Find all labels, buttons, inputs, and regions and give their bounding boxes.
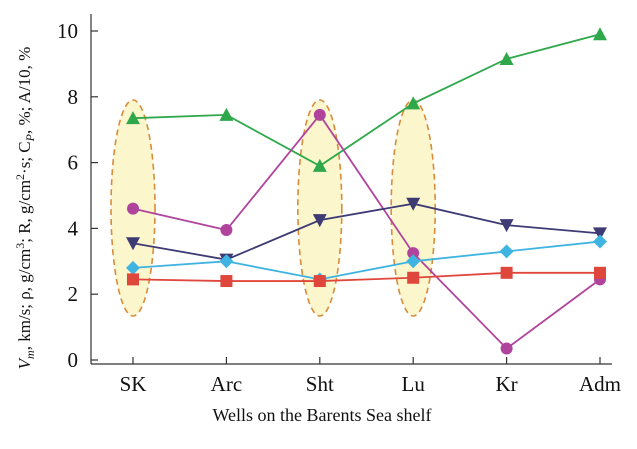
highlight-ellipse-sht <box>296 99 343 317</box>
y-axis-title: Vm, km/s; ρ, g/cm3; R, g/cm2·s; CP, %; A… <box>13 47 37 370</box>
y-axis-title-part: m <box>23 350 37 359</box>
series-line-magenta-circle <box>132 113 601 350</box>
series-line-red-square <box>132 271 600 282</box>
marker-magenta-circle-sk <box>127 202 139 215</box>
marker-green-triangle-arc <box>219 107 234 121</box>
marker-navy-triangle-down-sht <box>312 214 327 228</box>
y-axis-title-part: 2 <box>13 174 27 180</box>
series-markers <box>126 27 607 355</box>
marker-magenta-circle-lu <box>407 247 420 260</box>
marker-cyan-diamond-sk <box>126 260 140 275</box>
y-axis-title-part: ·s; C <box>15 141 34 174</box>
marker-navy-triangle-down-kr <box>499 219 514 233</box>
marker-red-square-sht <box>313 275 326 288</box>
y-axis-title-part: , %; A/10, % <box>15 47 34 134</box>
marker-magenta-circle-kr <box>500 342 513 355</box>
y-tick-label-8: 8 <box>68 85 79 109</box>
y-tick-label-6: 6 <box>68 151 79 175</box>
series-line-green-triangle <box>132 33 601 167</box>
marker-cyan-diamond-adm <box>593 234 607 249</box>
x-tick-label-sht: Sht <box>306 372 334 396</box>
axes <box>90 14 612 365</box>
x-tick-label-sk: SK <box>120 372 147 396</box>
y-axis-title-part: ; R, g/cm <box>15 180 34 243</box>
x-axis-title: Wells on the Barents Sea shelf <box>213 405 432 425</box>
y-axis-title-part: V <box>15 356 34 369</box>
y-tick-label-4: 4 <box>68 216 79 240</box>
marker-red-square-lu <box>407 271 420 284</box>
marker-red-square-sk <box>127 273 139 286</box>
marker-green-triangle-adm <box>593 27 607 41</box>
x-tick-label-arc: Arc <box>211 372 242 396</box>
marker-magenta-circle-sht <box>313 108 326 121</box>
marker-green-triangle-sht <box>312 158 327 172</box>
series-line-cyan-diamond <box>132 240 601 281</box>
y-tick-label-2: 2 <box>68 282 79 306</box>
marker-navy-triangle-down-adm <box>593 227 607 241</box>
marker-red-square-arc <box>220 275 233 288</box>
marker-magenta-circle-arc <box>220 224 233 237</box>
marker-green-triangle-lu <box>406 96 421 110</box>
marker-cyan-diamond-arc <box>219 254 234 269</box>
x-tick-label-kr: Kr <box>496 372 518 396</box>
x-tick-label-adm: Adm <box>579 372 621 396</box>
y-axis-title-part: 3 <box>13 243 27 249</box>
y-axis-title-part: , km/s; ρ, g/cm <box>15 249 34 351</box>
marker-red-square-kr <box>500 266 513 279</box>
marker-navy-triangle-down-lu <box>406 197 421 211</box>
marker-cyan-diamond-lu <box>406 254 421 269</box>
y-tick-label-10: 10 <box>57 19 78 43</box>
marker-red-square-adm <box>594 266 606 279</box>
marker-navy-triangle-down-sk <box>126 237 140 251</box>
axis-labels: 0 2 4 6 8 10 SK Arc Sht Lu Kr Adm Wells on the Baren… <box>13 19 621 425</box>
marker-green-triangle-sk <box>126 111 140 125</box>
marker-green-triangle-kr <box>499 51 514 65</box>
y-tick-label-0: 0 <box>68 348 79 372</box>
x-tick-label-lu: Lu <box>402 372 426 396</box>
marker-cyan-diamond-kr <box>499 244 514 259</box>
series-line-navy-triangle-down <box>132 202 601 261</box>
series-lines <box>132 33 601 350</box>
y-axis-title-part: P <box>23 133 37 142</box>
